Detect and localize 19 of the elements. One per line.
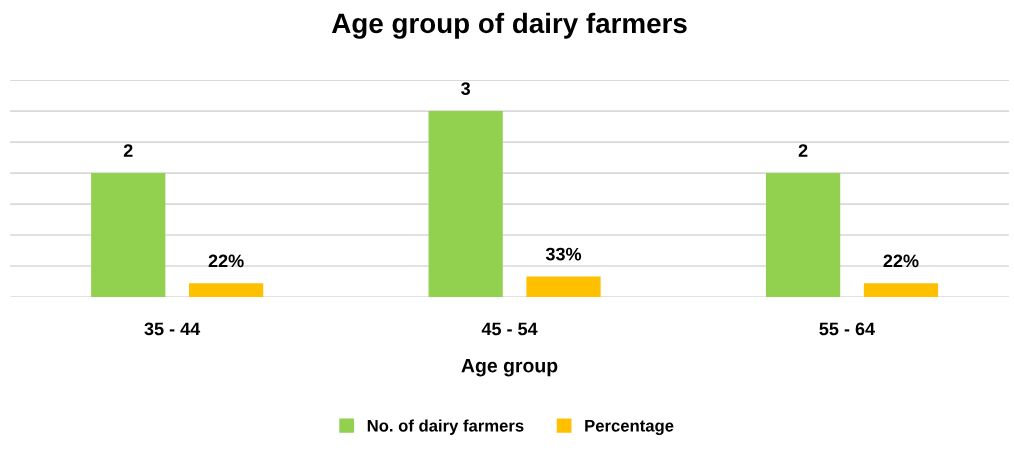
bar [526,276,601,297]
data-label: 33% [545,247,582,261]
legend-label: No. of dairy farmers [367,419,524,435]
bar [188,283,264,297]
x-axis-title: Age group [461,358,558,377]
x-tick-label: 45 - 54 [481,322,538,336]
bar [91,173,166,297]
bar [765,173,841,297]
legend-label: Percentage [585,420,674,435]
bar [428,111,503,297]
x-tick-label: 55 - 64 [819,322,875,336]
bar [863,283,939,297]
x-tick-label: 35 - 44 [144,322,201,336]
chart-title: Age group of dairy farmers [331,12,687,39]
data-label: 2 [798,144,808,157]
data-label: 22% [883,254,919,268]
data-label: 22% [208,254,244,268]
data-label: 2 [123,144,133,157]
data-label: 3 [461,82,471,96]
